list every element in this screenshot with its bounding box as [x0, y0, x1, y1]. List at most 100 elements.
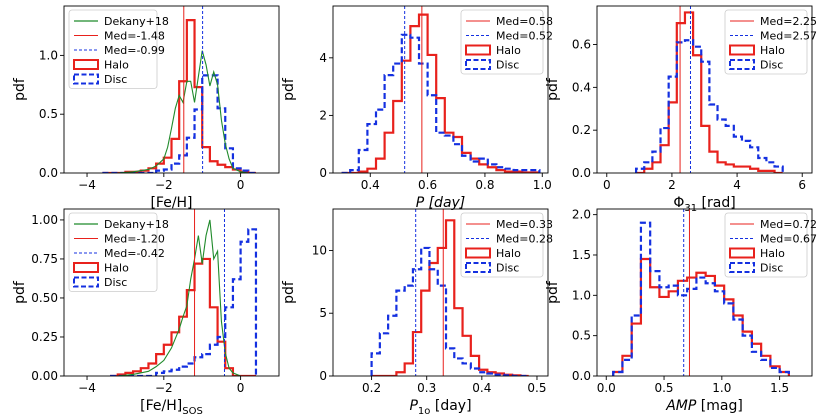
legend-label: Disc — [104, 73, 127, 86]
x-tick-label: 0 — [237, 381, 245, 395]
legend-label: Med=0.72 — [760, 218, 817, 231]
y-tick-label: 1.0 — [572, 288, 591, 302]
legend-box — [724, 212, 808, 278]
y-tick-label: 0.0 — [39, 166, 58, 180]
y-tick-label: 0.75 — [31, 252, 58, 266]
legend-label: Disc — [760, 262, 783, 275]
y-tick-label: 10 — [312, 243, 327, 257]
legend-label: Med=0.33 — [496, 218, 553, 231]
legend-label: Halo — [760, 44, 785, 57]
x-tick-label: 0.8 — [475, 178, 494, 192]
disc-histogram — [634, 39, 784, 173]
x-tick-label: 0.5 — [527, 381, 546, 395]
x-axis-label-unit: [rad] — [697, 195, 736, 211]
x-axis-label-main: Φ — [673, 195, 684, 211]
legend-swatch-disc — [73, 276, 99, 288]
axes-frame — [596, 208, 813, 377]
x-axis-label-main: P [day] — [416, 195, 466, 211]
legend-swatch-disc — [729, 59, 755, 70]
y-tick-label: 0 — [319, 369, 327, 383]
legend-label: Halo — [104, 262, 129, 275]
disc-histogram — [370, 246, 529, 376]
x-axis-label: AMP [mag] — [665, 398, 743, 414]
x-axis-label: [Fe/H]SOS — [140, 398, 203, 415]
legend-label: Halo — [496, 44, 521, 57]
legend-label: Med=0.52 — [496, 30, 553, 43]
x-tick-label: 1.0 — [712, 381, 731, 395]
plot-area — [102, 6, 256, 173]
x-axis-label-unit: [mag] — [696, 398, 742, 414]
legend-label: Med=0.58 — [496, 15, 553, 28]
x-tick-label: 0.6 — [418, 178, 437, 192]
halo-histogram — [636, 11, 783, 173]
legend-label: Dekany+18 — [104, 218, 169, 231]
axes-frame — [63, 5, 280, 174]
legend-label: Med=-0.99 — [104, 44, 165, 57]
x-axis-label-unit: [day] — [430, 398, 471, 414]
y-tick-label: 0.0 — [572, 166, 591, 180]
y-tick-label: 1.00 — [31, 213, 58, 227]
legend-label: Halo — [104, 59, 129, 72]
legend-swatch-halo — [729, 44, 755, 56]
legend-label: Halo — [760, 247, 785, 260]
y-tick-label: 5 — [319, 306, 327, 320]
x-tick-label: 4 — [733, 178, 741, 192]
legend-label: Med=-0.42 — [104, 247, 165, 260]
y-tick-label: 1.5 — [572, 248, 591, 262]
x-axis-label-main: P — [409, 398, 418, 414]
legend-label: Disc — [496, 59, 519, 72]
y-axis-label: pdf — [12, 77, 28, 101]
plot-area — [612, 209, 790, 376]
legend-box — [460, 9, 544, 75]
x-axis-label-subscript: 1o — [418, 406, 430, 415]
y-tick-label: 0 — [319, 166, 327, 180]
x-tick-label: 0.0 — [597, 381, 616, 395]
x-tick-label: −4 — [78, 178, 96, 192]
y-tick-label: 0.00 — [31, 369, 58, 383]
disc-histogram — [341, 33, 541, 173]
x-axis-label-main: AMP — [665, 398, 697, 414]
x-tick-label: 0.3 — [417, 381, 436, 395]
y-axis-label: pdf — [12, 280, 28, 304]
y-tick-label: 2.0 — [572, 208, 591, 222]
legend-swatch-halo — [729, 247, 755, 259]
disc-histogram — [102, 74, 256, 173]
y-tick-label: 0.5 — [572, 329, 591, 343]
legend-label: Med=-1.48 — [104, 30, 165, 43]
legend-swatch-disc — [465, 59, 491, 70]
x-axis-label-subscript: 31 — [684, 203, 697, 214]
legend-label: Med=-1.20 — [104, 233, 165, 246]
legend-box — [460, 212, 544, 278]
x-axis-label-subscript: SOS — [182, 406, 203, 415]
y-tick-label: 0.2 — [572, 123, 591, 137]
x-tick-label: −2 — [155, 381, 173, 395]
legend-swatch-disc — [729, 262, 755, 273]
x-tick-label: 0 — [237, 178, 245, 192]
halo-histogram — [110, 257, 256, 376]
dekany-curve — [117, 50, 249, 173]
x-tick-label: 0 — [603, 178, 611, 192]
x-tick-label: −4 — [78, 381, 96, 395]
legend-swatch-halo — [465, 247, 491, 259]
x-tick-label: 1.5 — [770, 381, 789, 395]
y-axis-label: pdf — [545, 280, 561, 304]
plot-area — [110, 209, 258, 376]
legend-swatch-halo — [73, 59, 99, 70]
disc-histogram — [612, 221, 790, 376]
dekany-curve — [117, 219, 241, 376]
legend-swatch-halo — [73, 262, 99, 273]
x-tick-label: 0.2 — [362, 381, 381, 395]
legend-label: Dekany+18 — [104, 15, 169, 28]
axes-frame — [332, 208, 549, 377]
legend-label: Med=0.28 — [496, 233, 553, 246]
halo-histogram — [341, 13, 541, 173]
legend-label: Disc — [496, 262, 519, 275]
panel-1: −4 −2 0 0.0 0.5 1.0 [Fe/H] pdf Dekany+18 Med=-1.4… — [12, 5, 280, 211]
legend-swatch-disc — [73, 73, 99, 85]
